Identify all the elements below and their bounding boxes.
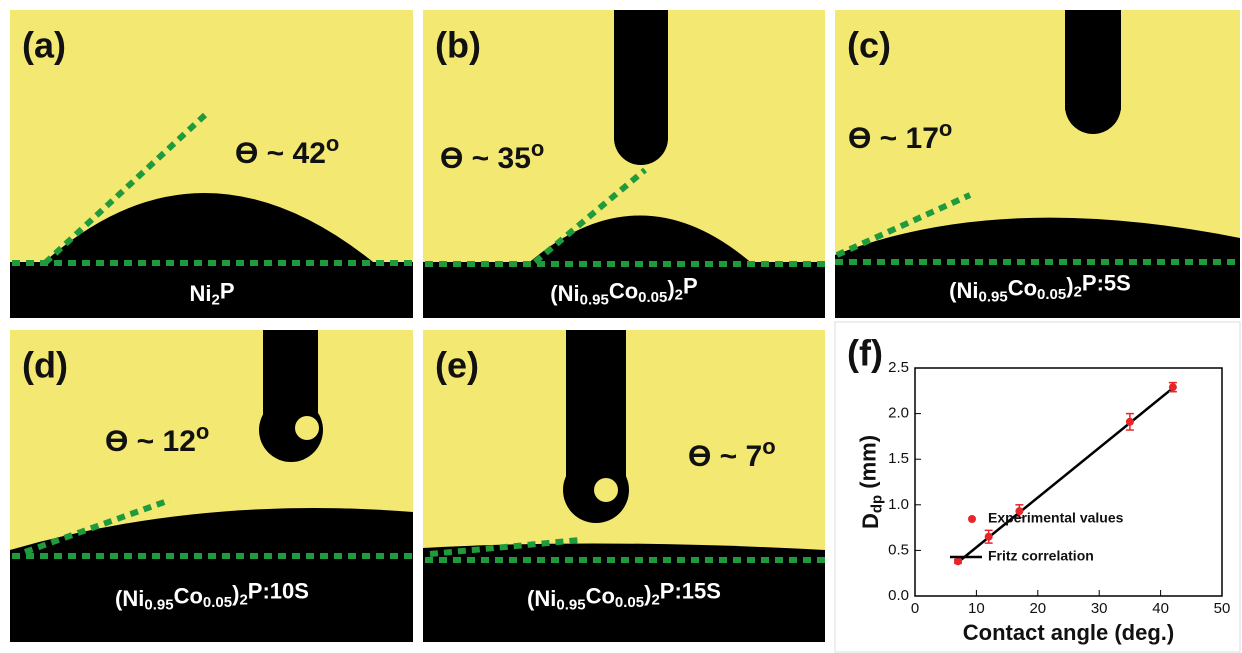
subscript: 0.95 xyxy=(556,596,585,613)
figure: (a)ϴ ~ 42oNi2P(b)ϴ ~ 35o(Ni0.95Co0.05)2P… xyxy=(0,0,1242,653)
angle-value: ϴ ~ 42 xyxy=(235,137,326,170)
photo-c xyxy=(835,10,1240,318)
text-part: (Ni xyxy=(115,586,144,611)
degree-sup: o xyxy=(326,131,339,156)
text-part: Co xyxy=(174,583,203,608)
data-point xyxy=(985,533,993,541)
text-part: (Ni xyxy=(949,278,978,303)
y-tick-label: 0.5 xyxy=(888,541,909,558)
contact-angle: ϴ ~ 17o xyxy=(848,116,952,155)
text-part: ) xyxy=(667,276,674,301)
x-tick-label: 30 xyxy=(1091,600,1108,617)
text-part: ) xyxy=(232,581,239,606)
panel-label: (b) xyxy=(435,25,481,66)
x-tick-label: 0 xyxy=(911,600,919,617)
x-tick-label: 40 xyxy=(1152,600,1169,617)
legend-label: Fritz correlation xyxy=(988,548,1094,564)
angle-value: ϴ ~ 35 xyxy=(440,142,531,175)
y-tick-label: 1.0 xyxy=(888,496,909,513)
text-part: Co xyxy=(609,278,638,303)
contact-angle: ϴ ~ 12o xyxy=(105,419,209,458)
subscript: 0.95 xyxy=(979,288,1008,305)
subscript: 2 xyxy=(1074,283,1082,300)
contact-angle: ϴ ~ 42o xyxy=(235,131,339,170)
degree-sup: o xyxy=(939,116,952,141)
y-tick-label: 2.0 xyxy=(888,405,909,422)
angle-value: ϴ ~ 7 xyxy=(688,440,762,473)
subscript: 2 xyxy=(211,291,219,308)
y-tick-label: 2.5 xyxy=(888,359,909,376)
degree-sup: o xyxy=(531,136,544,161)
subscript: 2 xyxy=(239,591,247,608)
panel-label: (a) xyxy=(22,25,66,66)
text-part: Co xyxy=(1008,275,1037,300)
contact-angle: ϴ ~ 35o xyxy=(440,136,544,175)
y-tick-label: 0.0 xyxy=(888,587,909,604)
subscript: 0.05 xyxy=(615,594,644,611)
text-part: P xyxy=(220,278,235,303)
y-tick-label: 1.5 xyxy=(888,450,909,467)
legend-marker xyxy=(968,515,976,523)
text-part: D xyxy=(858,513,883,529)
data-point xyxy=(954,557,962,565)
y-axis-label: Ddp (mm) xyxy=(855,435,885,529)
text-part: P:5S xyxy=(1082,270,1131,295)
subscript: 0.95 xyxy=(144,596,173,613)
data-point xyxy=(1169,383,1177,391)
photo-a xyxy=(10,10,413,318)
angle-value: ϴ ~ 17 xyxy=(848,122,939,155)
subscript: 0.05 xyxy=(203,594,232,611)
text-part: (Ni xyxy=(550,281,579,306)
subscript: 0.05 xyxy=(1037,286,1066,303)
panel-label: (e) xyxy=(435,345,479,386)
panel-label: (f) xyxy=(847,333,883,374)
x-tick-label: 20 xyxy=(1029,600,1046,617)
x-tick-label: 10 xyxy=(968,600,985,617)
subscript: 2 xyxy=(651,591,659,608)
subscript: 0.95 xyxy=(580,291,609,308)
text-part: (Ni xyxy=(527,586,556,611)
degree-sup: o xyxy=(762,434,775,459)
degree-sup: o xyxy=(196,419,209,444)
angle-value: ϴ ~ 12 xyxy=(105,425,196,458)
panel-label: (d) xyxy=(22,345,68,386)
text-part: Co xyxy=(586,583,615,608)
subscript: 0.05 xyxy=(638,289,667,306)
legend-label: Experimental values xyxy=(988,510,1124,526)
panel-label: (c) xyxy=(847,25,891,66)
text-part: (mm) xyxy=(855,435,880,495)
text-part: P:15S xyxy=(660,578,721,603)
subscript: 2 xyxy=(675,286,683,303)
text-part: P:10S xyxy=(248,578,309,603)
subscript: dp xyxy=(868,495,885,513)
text-part: Ni xyxy=(189,281,211,306)
data-point xyxy=(1126,418,1134,426)
x-tick-label: 50 xyxy=(1214,600,1231,617)
text-part: P xyxy=(683,273,698,298)
text-part: ) xyxy=(1066,273,1073,298)
text-part: ) xyxy=(644,581,651,606)
x-axis-label: Contact angle (deg.) xyxy=(963,620,1174,645)
